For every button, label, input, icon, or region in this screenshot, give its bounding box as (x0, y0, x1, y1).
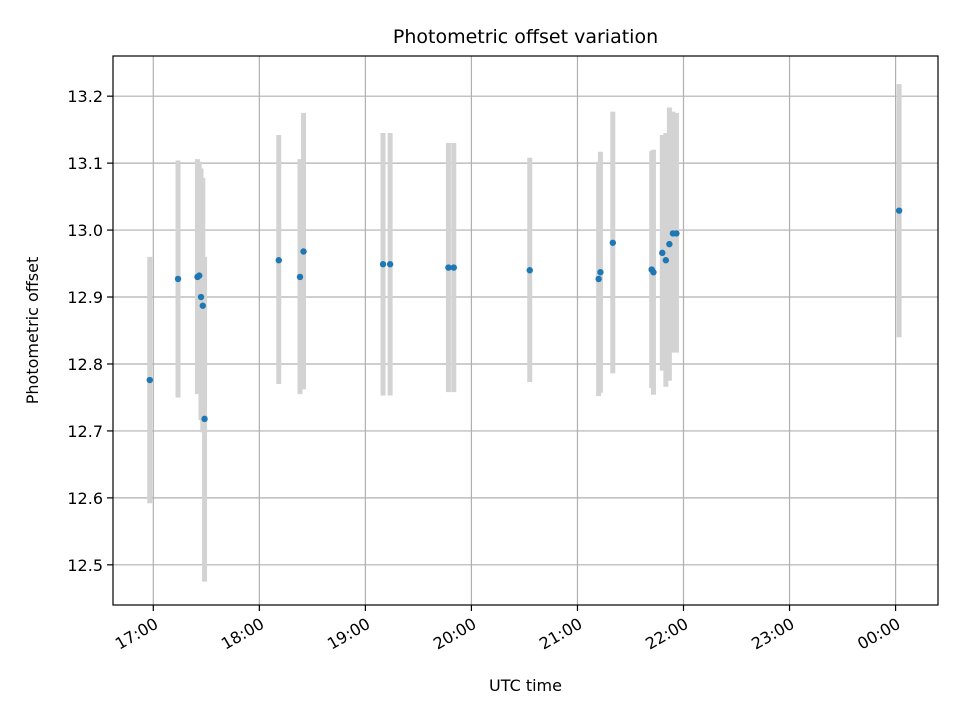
data-point (196, 272, 203, 279)
data-point (379, 261, 387, 268)
plot-frame (112, 55, 939, 606)
data-point (673, 230, 680, 237)
data-point (659, 249, 666, 257)
y-tick-label: 12.8 (67, 355, 103, 374)
y-tick-label: 12.6 (67, 489, 103, 508)
y-axis-ticks: 12.5 12.6 12.7 12.8 12.9 13.0 13.1 13.2 (67, 87, 113, 575)
y-tick-label: 13.0 (67, 221, 103, 240)
data-points (146, 207, 903, 423)
x-axis-label: UTC time (489, 676, 562, 695)
data-point (450, 264, 457, 271)
data-point (445, 264, 452, 271)
y-tick-label: 12.7 (67, 422, 103, 441)
y-tick-label: 13.1 (67, 154, 103, 173)
grid (113, 56, 938, 605)
data-point (201, 415, 208, 423)
data-point (199, 302, 206, 309)
data-point (895, 207, 903, 214)
y-tick-label: 13.2 (67, 87, 103, 106)
data-point (146, 376, 153, 384)
y-axis-label: Photometric offset (23, 257, 42, 405)
y-tick-label: 12.5 (67, 556, 103, 575)
data-point (597, 269, 604, 276)
data-point (662, 257, 670, 264)
data-point (300, 248, 307, 255)
data-point (275, 257, 282, 264)
data-point (595, 275, 602, 283)
data-point (526, 267, 533, 274)
data-point (174, 275, 182, 283)
data-point (650, 269, 657, 276)
y-tick-label: 12.9 (67, 288, 103, 307)
data-point (609, 239, 617, 246)
data-point (386, 261, 394, 268)
data-point (197, 293, 205, 301)
chart-title: Photometric offset variation (393, 26, 658, 48)
data-point (666, 240, 673, 248)
data-point (296, 273, 304, 281)
